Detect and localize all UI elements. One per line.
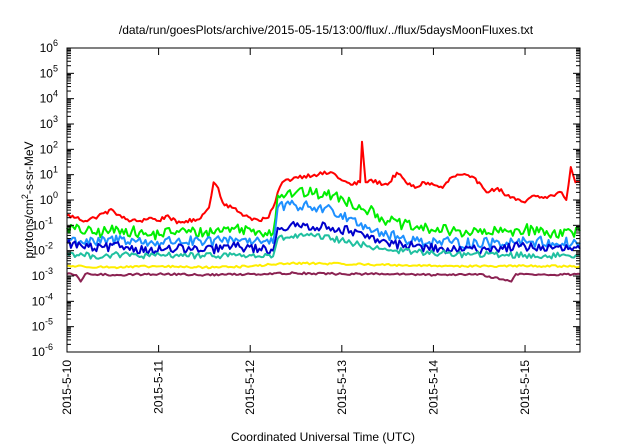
y-axis: 10610510410310210110010-110-210-310-410-… bbox=[32, 38, 580, 359]
y-tick-base: 10 bbox=[40, 117, 54, 131]
y-tick-label: 106 bbox=[40, 38, 58, 55]
y-tick-base: 10 bbox=[40, 92, 54, 106]
x-tick-label: 2015-5-13 bbox=[335, 360, 349, 415]
y-tick-exponent: -4 bbox=[45, 291, 53, 301]
series-line-3 bbox=[66, 199, 581, 250]
y-axis-label-suffix: -s-sr-MeV bbox=[22, 141, 36, 194]
y-tick-base: 10 bbox=[32, 269, 46, 283]
y-tick-exponent: 6 bbox=[53, 38, 58, 48]
y-tick-base: 10 bbox=[40, 66, 54, 80]
series-layer bbox=[66, 140, 581, 283]
y-tick-label: 10-6 bbox=[32, 342, 53, 359]
y-tick-label: 101 bbox=[40, 165, 58, 182]
y-tick-label: 102 bbox=[40, 139, 58, 156]
y-tick-exponent: 3 bbox=[53, 114, 58, 124]
y-tick-exponent: -5 bbox=[45, 317, 53, 327]
series-line-4 bbox=[66, 220, 581, 256]
y-tick-base: 10 bbox=[32, 320, 46, 334]
series-line-7 bbox=[66, 271, 581, 283]
y-tick-base: 10 bbox=[40, 41, 54, 55]
y-tick-exponent: -1 bbox=[45, 215, 53, 225]
y-tick-exponent: -6 bbox=[45, 342, 53, 352]
y-axis-label-prefix: protons/cm bbox=[22, 199, 36, 258]
y-tick-exponent: -3 bbox=[45, 266, 53, 276]
y-tick-exponent: 5 bbox=[53, 63, 58, 73]
series-line-2 bbox=[66, 186, 581, 241]
y-tick-label: 10-1 bbox=[32, 215, 53, 232]
y-tick-label: 10-2 bbox=[32, 241, 53, 258]
y-tick-base: 10 bbox=[40, 193, 54, 207]
y-tick-base: 10 bbox=[32, 218, 46, 232]
series-line-5 bbox=[66, 232, 581, 260]
x-tick-label: 2015-5-14 bbox=[426, 360, 440, 415]
y-tick-base: 10 bbox=[32, 244, 46, 258]
y-tick-exponent: 4 bbox=[53, 89, 58, 99]
x-tick-label: 2015-5-12 bbox=[243, 360, 257, 415]
y-tick-exponent: 0 bbox=[53, 190, 58, 200]
series-line-6 bbox=[66, 261, 581, 270]
y-tick-exponent: -2 bbox=[45, 241, 53, 251]
y-axis-label-sup: 2 bbox=[20, 194, 30, 199]
y-tick-label: 100 bbox=[40, 190, 58, 207]
x-axis: 2015-5-10 2015-5-11 2015-5-12 2015-5-13 2015… bbox=[60, 48, 532, 415]
y-tick-base: 10 bbox=[40, 168, 54, 182]
x-tick-label: 2015-5-10 bbox=[60, 360, 74, 415]
y-axis-label: protons/cm2-s-sr-MeV bbox=[20, 141, 36, 258]
y-tick-label: 104 bbox=[40, 89, 58, 106]
y-tick-base: 10 bbox=[32, 294, 46, 308]
y-tick-base: 10 bbox=[32, 345, 46, 359]
y-tick-label: 103 bbox=[40, 114, 58, 131]
y-tick-label: 10-4 bbox=[32, 291, 53, 308]
x-tick-label: 2015-5-11 bbox=[152, 360, 166, 414]
y-tick-exponent: 2 bbox=[53, 139, 58, 149]
series-line-1 bbox=[66, 140, 581, 225]
y-tick-label: 105 bbox=[40, 63, 58, 80]
y-tick-exponent: 1 bbox=[53, 165, 58, 175]
y-tick-label: 10-5 bbox=[32, 317, 53, 334]
chart-title: /data/run/goesPlots/archive/2015-05-15/1… bbox=[119, 23, 534, 37]
y-tick-base: 10 bbox=[40, 142, 54, 156]
x-tick-label: 2015-5-15 bbox=[518, 360, 532, 415]
y-tick-label: 10-3 bbox=[32, 266, 53, 283]
x-axis-label: Coordinated Universal Time (UTC) bbox=[231, 430, 415, 444]
plot-frame bbox=[66, 47, 581, 353]
